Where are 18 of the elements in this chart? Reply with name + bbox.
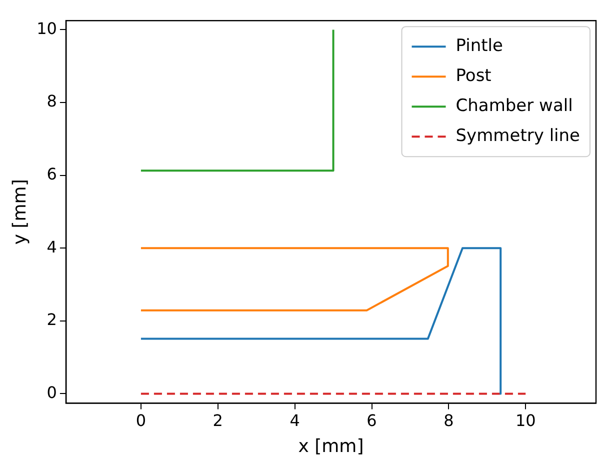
x-axis-title: x [mm] xyxy=(298,436,364,457)
legend-label: Pintle xyxy=(456,36,504,56)
legend-label: Post xyxy=(456,66,492,86)
legend-label: Chamber wall xyxy=(456,96,573,116)
y-tick-label: 4 xyxy=(46,237,57,256)
legend-label: Symmetry line xyxy=(456,126,580,146)
x-tick-label: 10 xyxy=(515,410,536,430)
y-tick-label: 0 xyxy=(46,382,57,402)
x-tick-label: 4 xyxy=(290,410,300,430)
x-tick-label: 2 xyxy=(212,410,223,430)
y-tick-label: 2 xyxy=(46,310,57,330)
x-tick-label: 8 xyxy=(444,410,454,430)
y-tick-label: 10 xyxy=(36,18,57,38)
y-tick-label: 6 xyxy=(46,164,57,184)
x-tick-label: 0 xyxy=(136,410,146,430)
y-tick-label: 8 xyxy=(46,92,57,111)
y-axis-title: y [mm] xyxy=(9,179,30,245)
x-tick-label: 6 xyxy=(366,410,377,430)
